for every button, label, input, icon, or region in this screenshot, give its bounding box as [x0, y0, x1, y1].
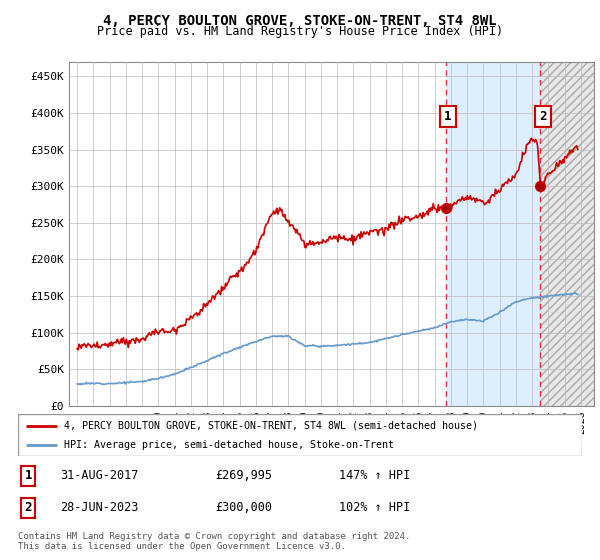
- Text: 1: 1: [25, 469, 32, 482]
- Text: Price paid vs. HM Land Registry's House Price Index (HPI): Price paid vs. HM Land Registry's House …: [97, 25, 503, 38]
- Bar: [446, 62, 541, 406]
- Text: £269,995: £269,995: [215, 469, 272, 482]
- Text: 2: 2: [539, 110, 547, 123]
- Bar: [541, 62, 594, 406]
- FancyBboxPatch shape: [18, 414, 582, 456]
- Text: HPI: Average price, semi-detached house, Stoke-on-Trent: HPI: Average price, semi-detached house,…: [64, 440, 394, 450]
- Text: 1: 1: [444, 110, 452, 123]
- Text: Contains HM Land Registry data © Crown copyright and database right 2024.: Contains HM Land Registry data © Crown c…: [18, 532, 410, 541]
- Bar: [541, 62, 594, 406]
- Text: 4, PERCY BOULTON GROVE, STOKE-ON-TRENT, ST4 8WL (semi-detached house): 4, PERCY BOULTON GROVE, STOKE-ON-TRENT, …: [64, 421, 478, 431]
- Text: 2: 2: [25, 501, 32, 515]
- Text: 102% ↑ HPI: 102% ↑ HPI: [340, 501, 411, 515]
- Text: 28-JUN-2023: 28-JUN-2023: [60, 501, 139, 515]
- Text: 147% ↑ HPI: 147% ↑ HPI: [340, 469, 411, 482]
- Text: £300,000: £300,000: [215, 501, 272, 515]
- Text: This data is licensed under the Open Government Licence v3.0.: This data is licensed under the Open Gov…: [18, 542, 346, 550]
- Text: 31-AUG-2017: 31-AUG-2017: [60, 469, 139, 482]
- Text: 4, PERCY BOULTON GROVE, STOKE-ON-TRENT, ST4 8WL: 4, PERCY BOULTON GROVE, STOKE-ON-TRENT, …: [103, 14, 497, 28]
